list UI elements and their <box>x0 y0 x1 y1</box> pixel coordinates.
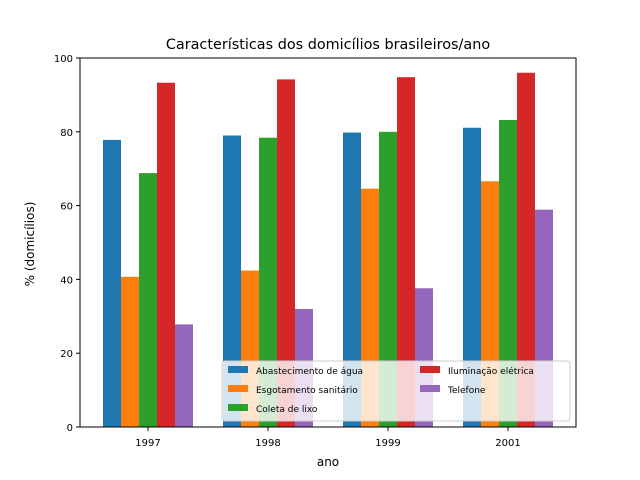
bar-1-1997 <box>103 139 121 427</box>
legend-swatch <box>228 404 248 411</box>
y-tick-label: 0 <box>67 423 73 434</box>
legend-label: Coleta de lixo <box>256 405 318 415</box>
bar-2-1997 <box>121 276 139 427</box>
y-tick-label: 80 <box>60 128 73 139</box>
x-tick-label: 1997 <box>135 438 160 449</box>
bar-4-2001 <box>517 72 535 427</box>
y-tick-label: 40 <box>60 275 73 286</box>
plot-frame <box>79 57 577 428</box>
legend-label: Esgotamento sanitário <box>256 386 358 396</box>
bar-5-1997 <box>175 324 193 427</box>
bar-3-2001 <box>499 119 517 427</box>
axes-layer: 0 20 40 60 80 100 1997 1998 1999 2001 <box>54 54 577 449</box>
y-tick-label: 100 <box>54 54 73 65</box>
bar-3-1999 <box>379 131 397 428</box>
legend: Abastecimento de água Esgotamento sanitár… <box>221 360 571 422</box>
legend-label: Iluminação elétrica <box>448 366 534 377</box>
y-tick-label: 60 <box>60 202 73 213</box>
legend-box <box>221 360 571 422</box>
bar-4-1997 <box>157 82 175 428</box>
bar-3-1997 <box>139 173 157 427</box>
bar-1-2001 <box>463 127 481 427</box>
legend-label: Telefone <box>447 386 486 396</box>
bar-1-1999 <box>343 132 361 427</box>
legend-swatch <box>228 385 248 392</box>
legend-swatch <box>420 385 440 392</box>
y-tick-label: 20 <box>60 349 73 360</box>
x-axis-label: ano <box>317 455 339 469</box>
x-tick-label: 2001 <box>495 438 520 449</box>
bar-3-1998 <box>259 137 277 428</box>
bar-4-1999 <box>397 77 415 428</box>
legend-swatch <box>228 366 248 373</box>
chart-title: Características dos domicílios brasileir… <box>166 37 491 53</box>
x-tick-label: 1998 <box>255 438 280 449</box>
y-axis-label: % (domicílios) <box>23 202 37 287</box>
legend-swatch <box>420 366 440 373</box>
x-tick-label: 1999 <box>375 438 400 449</box>
bar-4-1998 <box>277 79 295 427</box>
bar-1-1998 <box>223 135 241 428</box>
legend-label: Abastecimento de água <box>256 367 363 377</box>
